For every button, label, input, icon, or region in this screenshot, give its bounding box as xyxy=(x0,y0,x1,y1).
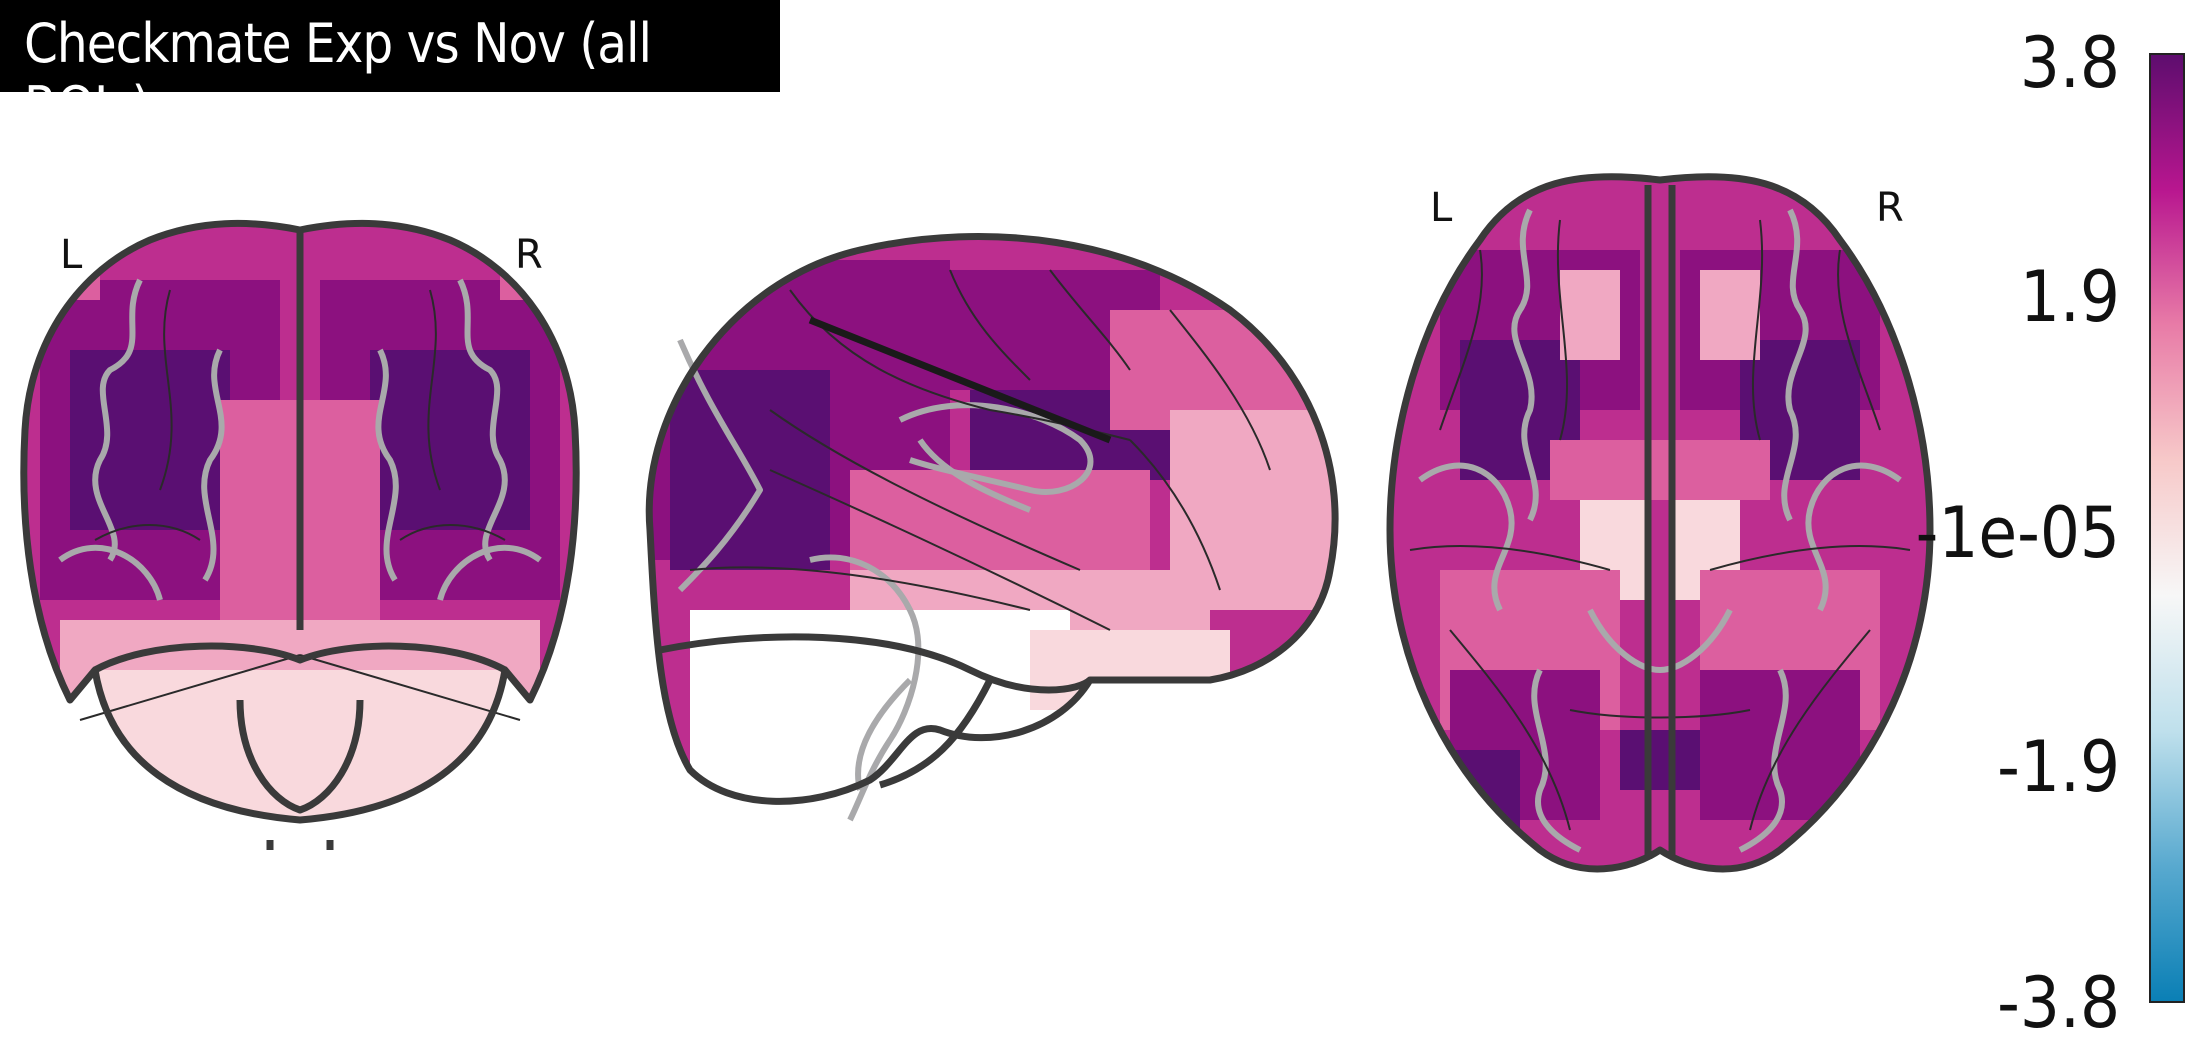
axial-gyri xyxy=(1418,208,1902,853)
axial-right-label: R xyxy=(1876,185,1904,231)
coronal-view: L R xyxy=(0,200,600,864)
axial-outline xyxy=(1386,173,1934,873)
colorbar-tick-upper: 1.9 xyxy=(2019,256,2120,338)
coronal-brain xyxy=(20,219,580,864)
figure-title: Checkmate Exp vs Nov (all ROIs) xyxy=(24,12,652,138)
sagittal-activation-map xyxy=(649,236,1336,802)
colorbar-tick-min: -3.8 xyxy=(1997,962,2120,1044)
colorbar-tick-lower: -1.9 xyxy=(1997,726,2120,808)
axial-left-label: L xyxy=(1430,185,1453,231)
colorbar-tick-max: 3.8 xyxy=(2019,22,2120,104)
coronal-sulci xyxy=(79,289,521,721)
coronal-left-label: L xyxy=(60,232,83,278)
coronal-gyri xyxy=(58,278,542,601)
colorbar-gradient xyxy=(2149,53,2185,1003)
sagittal-brain xyxy=(645,233,1339,822)
colorbar-tick-zero: -1e-05 xyxy=(1915,492,2120,574)
axial-view: L R xyxy=(1380,150,1940,890)
axial-brain xyxy=(1386,173,1934,873)
axial-sulci xyxy=(1409,219,1911,831)
sagittal-outline xyxy=(645,233,1339,805)
coronal-right-label: R xyxy=(515,232,543,278)
figure-title-box: Checkmate Exp vs Nov (all ROIs) xyxy=(0,0,780,138)
sagittal-central-sulcus xyxy=(808,316,1112,444)
sagittal-view xyxy=(610,210,1370,850)
